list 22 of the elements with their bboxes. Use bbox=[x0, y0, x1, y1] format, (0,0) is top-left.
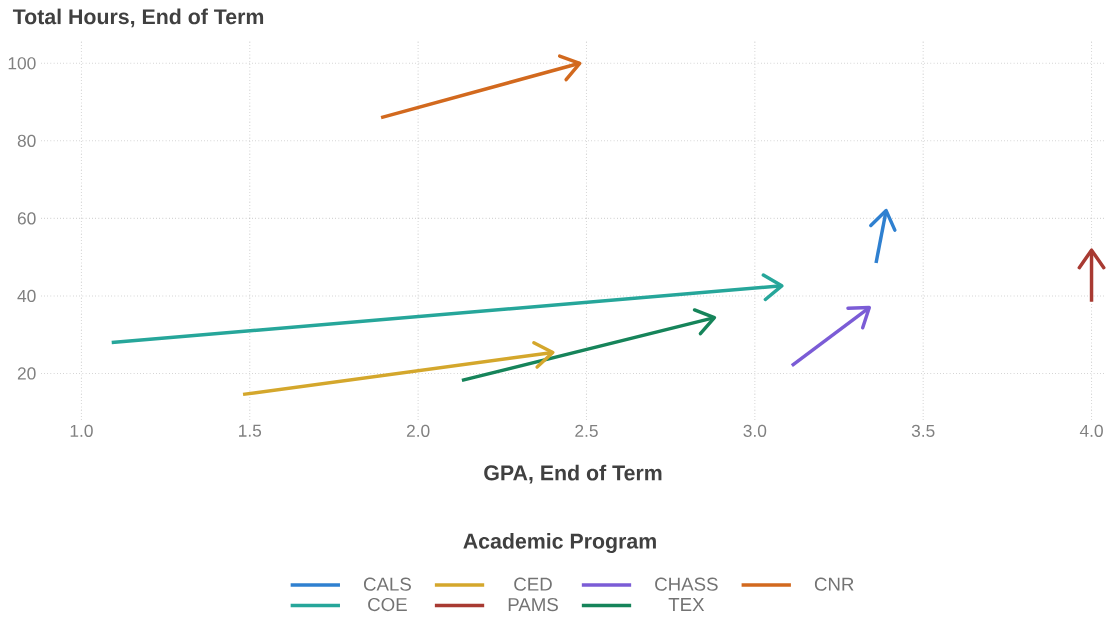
x-tick-label: 1.0 bbox=[70, 424, 93, 437]
x-tick-label: 3.0 bbox=[743, 424, 767, 437]
legend-label: CNR bbox=[814, 577, 854, 591]
legend-label: CHASS bbox=[655, 577, 718, 591]
legend-label: COE bbox=[368, 597, 407, 612]
legend-label: TEX bbox=[668, 597, 705, 611]
y-tick-label: 80 bbox=[17, 134, 36, 147]
y-tick-label: 20 bbox=[17, 367, 36, 380]
x-tick-label: 3.5 bbox=[911, 424, 935, 437]
legend-label: PAMS bbox=[508, 597, 558, 612]
legend-title: Academic Program bbox=[463, 532, 656, 553]
x-tick-label: 2.5 bbox=[575, 424, 598, 437]
y-tick-label: 100 bbox=[8, 56, 36, 70]
x-axis-title: GPA, End of Term bbox=[484, 464, 662, 484]
x-tick-label: 4.0 bbox=[1079, 424, 1103, 437]
legend-label: CED bbox=[514, 577, 552, 591]
y-tick-label: 60 bbox=[17, 212, 36, 225]
x-tick-label: 1.5 bbox=[239, 424, 262, 437]
y-axis-title: Total Hours, End of Term bbox=[12, 8, 264, 28]
y-tick-label: 40 bbox=[17, 289, 36, 302]
legend-label: CALS bbox=[363, 577, 411, 591]
x-tick-label: 2.0 bbox=[406, 424, 430, 437]
